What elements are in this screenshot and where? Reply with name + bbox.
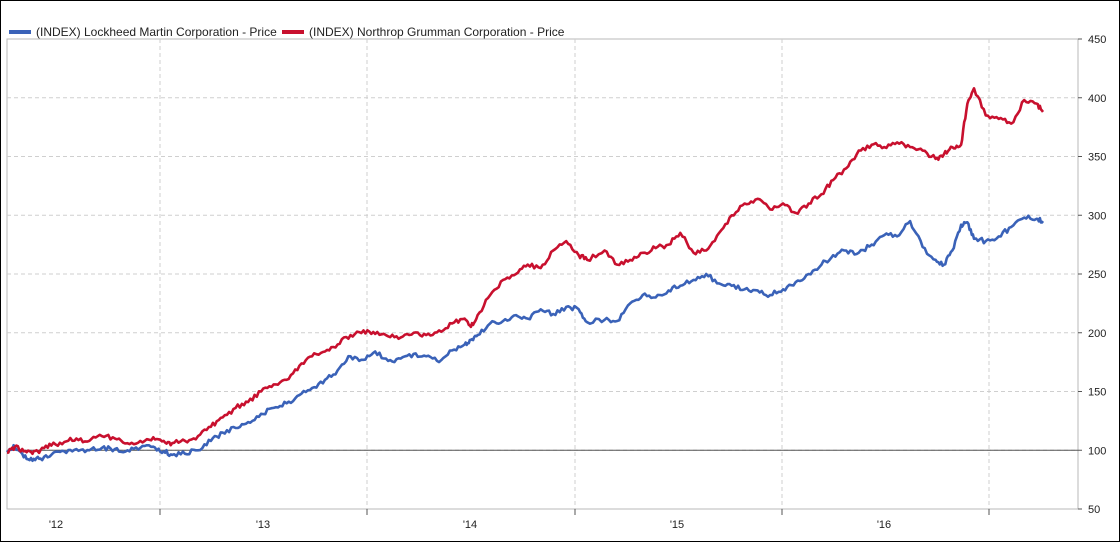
y-tick-label: 300	[1088, 210, 1106, 222]
y-tick-label: 350	[1088, 152, 1106, 164]
y-tick-label: 450	[1088, 34, 1106, 46]
y-tick-label: 250	[1088, 269, 1106, 281]
legend-label-0: (INDEX) Lockheed Martin Corporation - Pr…	[36, 25, 277, 39]
x-tick-label: '15	[670, 519, 684, 531]
y-tick-label: 400	[1088, 93, 1106, 105]
x-tick-label: '16	[877, 519, 891, 531]
series-line-1	[7, 87, 1045, 456]
series-line-0	[5, 214, 1045, 463]
y-tick-label: 50	[1088, 504, 1100, 516]
y-tick-label: 100	[1088, 445, 1106, 457]
legend-label-1: (INDEX) Northrop Grumman Corporation - P…	[309, 25, 565, 39]
y-tick-label: 150	[1088, 387, 1106, 399]
x-tick-label: '13	[256, 519, 270, 531]
y-tick-label: 200	[1088, 328, 1106, 340]
x-tick-label: '12	[49, 519, 63, 531]
x-tick-label: '14	[463, 519, 477, 531]
